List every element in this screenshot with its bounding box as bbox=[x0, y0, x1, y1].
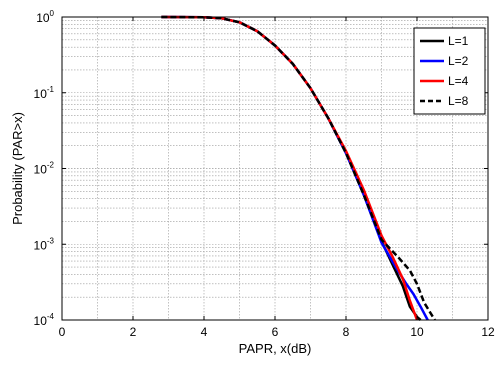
y-tick-label: 10-3 bbox=[34, 236, 55, 252]
legend: L=1 L=2 L=4 L=8 bbox=[413, 27, 486, 115]
y-tick-label: 10-4 bbox=[34, 312, 55, 328]
x-tick-label: 2 bbox=[130, 325, 137, 339]
x-axis-label: PAPR, x(dB) bbox=[239, 341, 312, 356]
y-tick-label: 10-1 bbox=[34, 85, 55, 101]
x-tick-label: 12 bbox=[481, 325, 495, 339]
legend-label: L=2 bbox=[448, 54, 469, 68]
x-tick-label: 8 bbox=[343, 325, 350, 339]
series-group bbox=[161, 15, 436, 321]
tick-marks bbox=[61, 16, 489, 321]
y-tick-label: 10-2 bbox=[34, 161, 55, 177]
y-tick-label: 100 bbox=[36, 9, 54, 25]
legend-label: L=8 bbox=[448, 94, 469, 108]
x-tick-label: 10 bbox=[410, 325, 424, 339]
x-tick-labels: 0 2 4 6 8 10 12 bbox=[59, 325, 495, 339]
y-tick-labels: 10-4 10-3 10-2 10-1 100 bbox=[34, 9, 55, 328]
legend-box bbox=[413, 27, 486, 115]
legend-label: L=4 bbox=[448, 74, 469, 88]
legend-label: L=1 bbox=[448, 34, 469, 48]
x-tick-label: 4 bbox=[201, 325, 208, 339]
x-tick-label: 6 bbox=[272, 325, 279, 339]
series-line-4 bbox=[161, 15, 436, 321]
y-axis-label: Probability (PAR>x) bbox=[10, 112, 25, 225]
x-tick-label: 0 bbox=[59, 325, 66, 339]
